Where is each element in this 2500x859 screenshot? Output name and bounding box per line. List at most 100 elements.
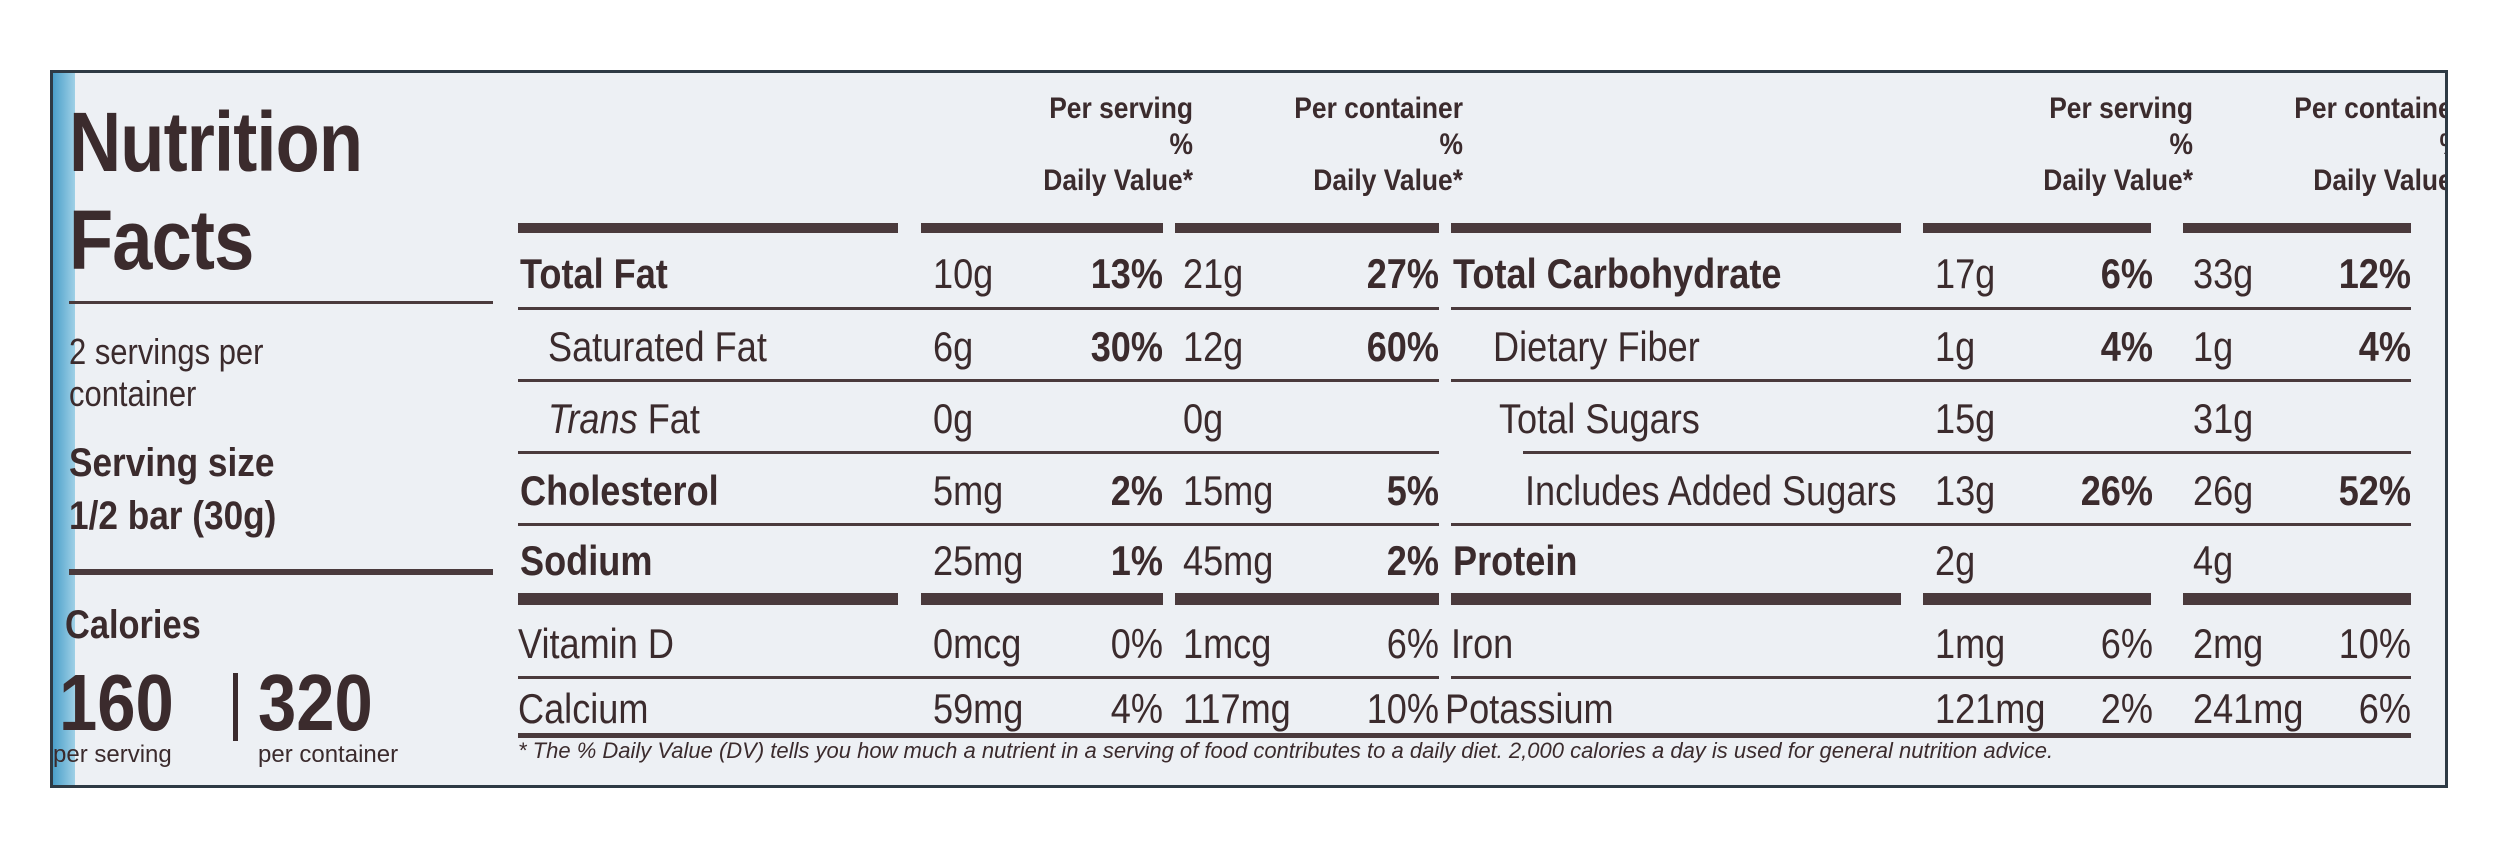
dv-per-container: 5% (1386, 467, 1439, 514)
row-name-potassium: Potassium (1445, 685, 1614, 732)
header-per-container-left: Per container % Daily Value* (1294, 92, 1463, 197)
header-bar (1923, 223, 2151, 233)
row-name-vitamin-d: Vitamin D (518, 620, 674, 667)
amount-per-container: 4g (2193, 537, 2234, 584)
amount-per-container: 15mg (1183, 467, 1274, 514)
amount-per-serving: 5mg (933, 467, 1004, 514)
row-name-total-sugars: Total Sugars (1499, 395, 1700, 442)
dv-per-container: 52% (2338, 467, 2411, 514)
row-name-sodium: Sodium (520, 537, 653, 584)
calories-label: Calories (65, 603, 201, 647)
header-bar (2183, 223, 2411, 233)
dv-per-serving: 30% (1090, 323, 1163, 370)
dv-per-serving: 4% (2100, 323, 2153, 370)
row-name-dietary-fiber: Dietary Fiber (1493, 323, 1700, 370)
header-per-serving-left: Per serving % Daily Value* (1043, 92, 1193, 197)
serving-size-label: Serving size (69, 441, 275, 485)
amount-per-container: 117mg (1183, 685, 1291, 732)
row-divider (1451, 307, 2411, 310)
dv-per-container: 60% (1366, 323, 1439, 370)
row-name-trans-fat: Trans Fat (548, 393, 700, 445)
row-divider (1451, 523, 2411, 526)
row-name-added-sugars: Includes Added Sugars (1525, 467, 1897, 514)
calories-per-serving-caption: per serving (53, 741, 172, 768)
row-divider-thick (1923, 593, 2151, 605)
calories-per-container: 320 (258, 658, 373, 747)
amount-per-serving: 13g (1935, 467, 1996, 514)
amount-per-container: 12g (1183, 323, 1244, 370)
header-per-container-right: Per container % Daily Value* (2294, 92, 2448, 197)
package-edge (53, 73, 75, 785)
dv-per-container: 27% (1366, 250, 1439, 297)
trans-italic: Trans (548, 395, 638, 442)
dv-per-container: 6% (2358, 685, 2411, 732)
divider-thick (69, 569, 493, 575)
dv-per-container: 4% (2358, 323, 2411, 370)
dv-per-serving: 6% (2100, 620, 2153, 667)
row-divider (518, 523, 1439, 526)
row-divider (1523, 451, 2411, 454)
dv-per-serving: 2% (2100, 685, 2153, 732)
amount-per-container: 31g (2193, 395, 2254, 442)
footnote-rule (518, 733, 2411, 738)
amount-per-serving: 1g (1935, 323, 1976, 370)
amount-per-container: 45mg (1183, 537, 1274, 584)
amount-per-container: 0g (1183, 395, 1224, 442)
dv-per-serving: 2% (1110, 467, 1163, 514)
row-name-saturated-fat: Saturated Fat (548, 323, 767, 370)
nutrition-facts-label: Nutrition Facts 2 servings per container… (50, 70, 2448, 788)
header-per-serving-right: Per serving % Daily Value* (2043, 92, 2193, 197)
amount-per-serving: 10g (933, 250, 994, 297)
row-name-iron: Iron (1451, 620, 1514, 667)
amount-per-serving: 59mg (933, 685, 1024, 732)
row-divider-thick (518, 593, 898, 605)
row-name-total-fat: Total Fat (520, 250, 668, 297)
row-divider (518, 379, 1439, 382)
amount-per-container: 26g (2193, 467, 2254, 514)
dv-per-serving: 0% (1110, 620, 1163, 667)
amount-per-serving: 15g (1935, 395, 1996, 442)
amount-per-serving: 17g (1935, 250, 1996, 297)
serving-size-value: 1/2 bar (30g) (69, 494, 277, 538)
divider (69, 301, 493, 304)
amount-per-container: 21g (1183, 250, 1244, 297)
row-divider-thick (2183, 593, 2411, 605)
calories-per-serving: 160 (59, 658, 174, 747)
header-bar (921, 223, 1163, 233)
row-name-total-carbohydrate: Total Carbohydrate (1453, 250, 1782, 297)
header-bar (1175, 223, 1439, 233)
row-divider (1451, 379, 2411, 382)
row-divider (1451, 676, 2411, 679)
row-name-cholesterol: Cholesterol (520, 467, 719, 514)
dv-per-serving: 1% (1110, 537, 1163, 584)
amount-per-container: 241mg (2193, 685, 2304, 732)
amount-per-container: 33g (2193, 250, 2254, 297)
row-divider-thick (921, 593, 1163, 605)
dv-per-container: 2% (1386, 537, 1439, 584)
row-divider (518, 307, 1439, 310)
dv-per-container: 6% (1386, 620, 1439, 667)
row-divider (518, 676, 1439, 679)
row-divider-thick (1451, 593, 1901, 605)
label-title: Nutrition Facts (69, 93, 363, 289)
calories-separator (233, 673, 238, 741)
header-bar (1451, 223, 1901, 233)
servings-per-container: 2 servings per container (69, 331, 327, 415)
dv-per-container: 10% (2338, 620, 2411, 667)
servings-line-2: container (69, 373, 197, 414)
amount-per-serving: 121mg (1935, 685, 2046, 732)
amount-per-container: 2mg (2193, 620, 2264, 667)
dv-per-container: 10% (1366, 685, 1439, 732)
calories-per-container-caption: per container (258, 741, 399, 768)
row-divider-thick (1175, 593, 1439, 605)
trans-fat-suffix: Fat (637, 395, 700, 442)
dv-per-serving: 6% (2100, 250, 2153, 297)
title-line-2: Facts (69, 193, 254, 287)
header-bar (518, 223, 898, 233)
dv-per-serving: 13% (1090, 250, 1163, 297)
amount-per-serving: 1mg (1935, 620, 2006, 667)
servings-line-1: 2 servings per (69, 331, 264, 372)
amount-per-serving: 0g (933, 395, 974, 442)
row-name-calcium: Calcium (518, 685, 649, 732)
row-name-protein: Protein (1453, 537, 1578, 584)
